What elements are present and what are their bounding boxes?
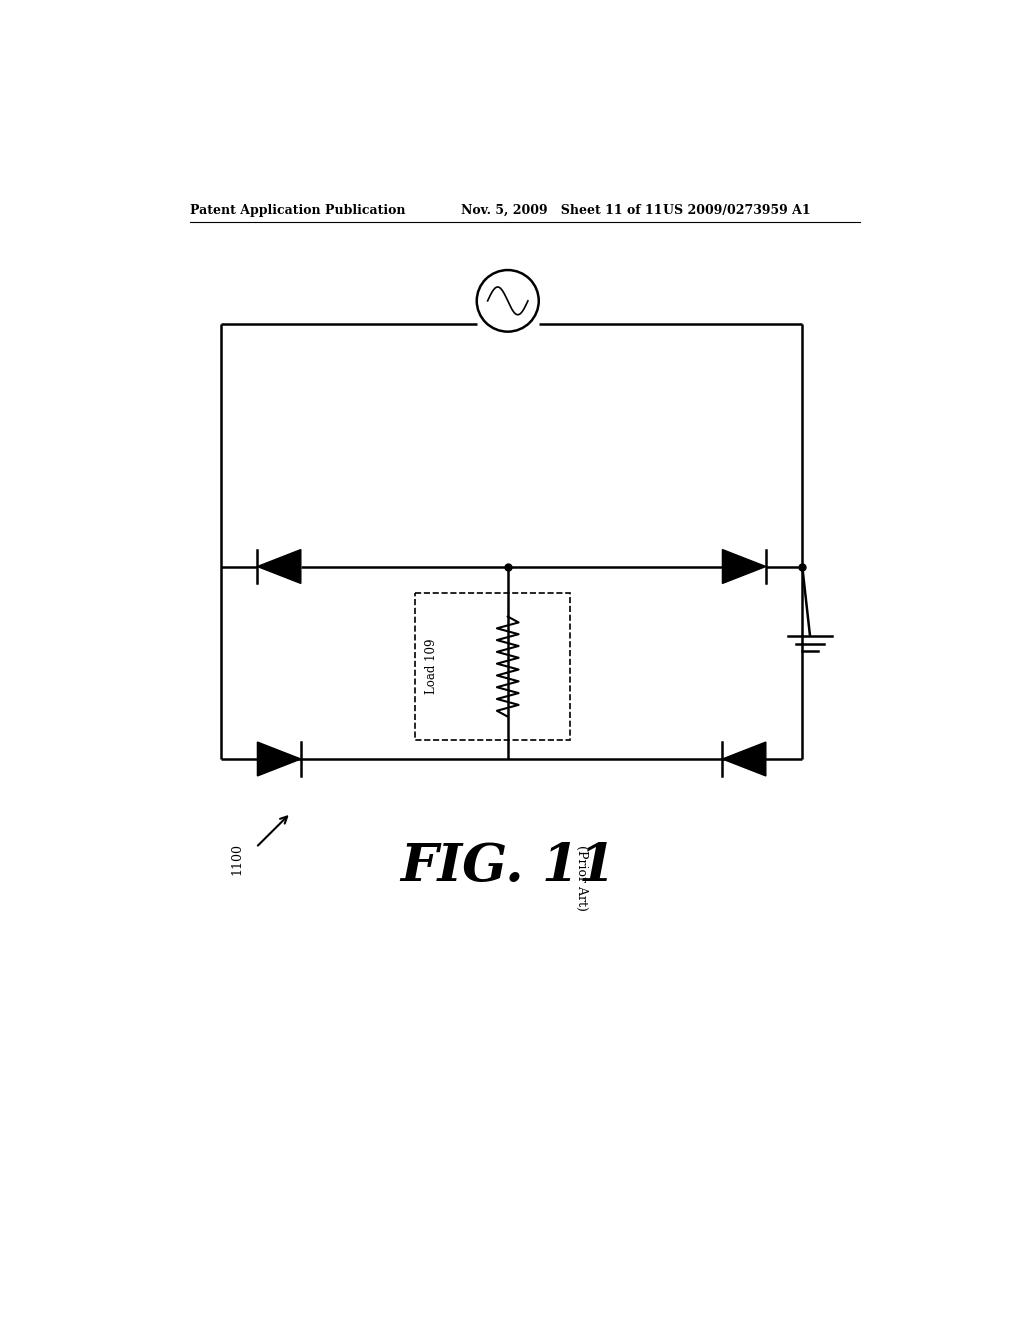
Bar [415, 594, 569, 739]
Text: Nov. 5, 2009   Sheet 11 of 11: Nov. 5, 2009 Sheet 11 of 11 [461, 205, 663, 218]
Text: FIG. 11: FIG. 11 [400, 841, 615, 892]
Text: 1100: 1100 [230, 843, 243, 875]
Text: US 2009/0273959 A1: US 2009/0273959 A1 [663, 205, 810, 218]
Text: (Prior Art): (Prior Art) [574, 845, 588, 911]
Text: Load 109: Load 109 [425, 639, 438, 694]
Text: Patent Application Publication: Patent Application Publication [190, 205, 406, 218]
Polygon shape [722, 742, 766, 776]
Polygon shape [257, 742, 301, 776]
Polygon shape [257, 549, 301, 583]
Polygon shape [722, 549, 766, 583]
